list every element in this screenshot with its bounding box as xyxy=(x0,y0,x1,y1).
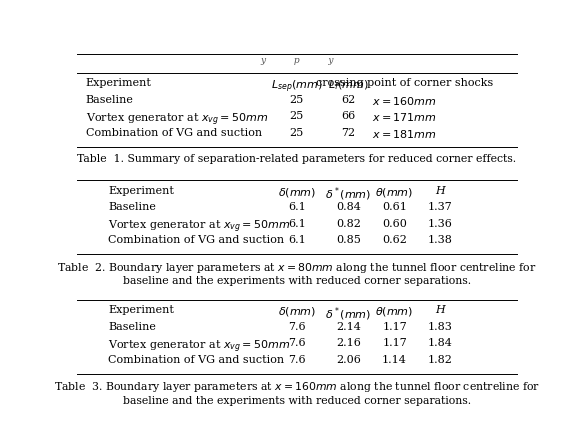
Text: 0.61: 0.61 xyxy=(382,202,407,212)
Text: 6.1: 6.1 xyxy=(288,202,306,212)
Text: 2.16: 2.16 xyxy=(336,338,361,348)
Text: $L_f(mm)$: $L_f(mm)$ xyxy=(328,78,369,92)
Text: 6.1: 6.1 xyxy=(288,218,306,229)
Text: H: H xyxy=(435,305,445,316)
Text: 1.38: 1.38 xyxy=(428,235,453,245)
Text: 0.82: 0.82 xyxy=(336,218,361,229)
Text: $x = 160mm$: $x = 160mm$ xyxy=(372,95,437,107)
Text: crossing point of corner shocks: crossing point of corner shocks xyxy=(316,78,493,88)
Text: $L_{sep}(mm)$: $L_{sep}(mm)$ xyxy=(271,78,323,95)
Text: 66: 66 xyxy=(341,111,356,121)
Text: $\delta(mm)$: $\delta(mm)$ xyxy=(277,186,316,198)
Text: Vortex generator at $x_{vg} = 50mm$: Vortex generator at $x_{vg} = 50mm$ xyxy=(108,218,291,235)
Text: 7.6: 7.6 xyxy=(288,322,306,332)
Text: Combination of VG and suction: Combination of VG and suction xyxy=(86,128,262,138)
Text: $\theta(mm)$: $\theta(mm)$ xyxy=(375,186,413,198)
Text: H: H xyxy=(435,186,445,196)
Text: 6.1: 6.1 xyxy=(288,235,306,245)
Text: Table  3. Boundary layer parameters at $x = 160mm$ along the tunnel floor centre: Table 3. Boundary layer parameters at $x… xyxy=(54,381,540,395)
Text: Vortex generator at $x_{vg} = 50mm$: Vortex generator at $x_{vg} = 50mm$ xyxy=(108,338,291,355)
Text: Combination of VG and suction: Combination of VG and suction xyxy=(108,235,284,245)
Text: Experiment: Experiment xyxy=(108,186,174,196)
Text: 0.60: 0.60 xyxy=(382,218,407,229)
Text: Baseline: Baseline xyxy=(108,322,156,332)
Text: baseline and the experiments with reduced corner separations.: baseline and the experiments with reduce… xyxy=(123,395,471,406)
Text: 0.85: 0.85 xyxy=(336,235,361,245)
Text: 1.17: 1.17 xyxy=(382,322,407,332)
Text: 1.17: 1.17 xyxy=(382,338,407,348)
Text: 25: 25 xyxy=(290,128,304,138)
Text: Vortex generator at $x_{vg} = 50mm$: Vortex generator at $x_{vg} = 50mm$ xyxy=(86,111,268,128)
Text: $x = 171mm$: $x = 171mm$ xyxy=(372,111,437,123)
Text: 7.6: 7.6 xyxy=(288,338,306,348)
Text: 25: 25 xyxy=(290,95,304,105)
Text: 1.84: 1.84 xyxy=(428,338,453,348)
Text: 1.82: 1.82 xyxy=(428,355,453,365)
Text: 2.14: 2.14 xyxy=(336,322,361,332)
Text: Baseline: Baseline xyxy=(108,202,156,212)
Text: $\delta^*(mm)$: $\delta^*(mm)$ xyxy=(325,305,372,323)
Text: Baseline: Baseline xyxy=(86,95,134,105)
Text: $\delta(mm)$: $\delta(mm)$ xyxy=(277,305,316,319)
Text: Table  2. Boundary layer parameters at $x = 80mm$ along the tunnel floor centrel: Table 2. Boundary layer parameters at $x… xyxy=(57,260,536,274)
Text: Experiment: Experiment xyxy=(108,305,174,316)
Text: y          p          y: y p y xyxy=(260,56,334,65)
Text: 25: 25 xyxy=(290,111,304,121)
Text: 62: 62 xyxy=(341,95,356,105)
Text: 1.37: 1.37 xyxy=(428,202,453,212)
Text: baseline and the experiments with reduced corner separations.: baseline and the experiments with reduce… xyxy=(123,276,471,286)
Text: $\theta(mm)$: $\theta(mm)$ xyxy=(375,305,413,319)
Text: Experiment: Experiment xyxy=(86,78,152,88)
Text: 1.14: 1.14 xyxy=(382,355,407,365)
Text: 0.62: 0.62 xyxy=(382,235,407,245)
Text: Table  1. Summary of separation-related parameters for reduced corner effects.: Table 1. Summary of separation-related p… xyxy=(77,154,516,164)
Text: 2.06: 2.06 xyxy=(336,355,361,365)
Text: 1.83: 1.83 xyxy=(428,322,453,332)
Text: 7.6: 7.6 xyxy=(288,355,306,365)
Text: 72: 72 xyxy=(341,128,356,138)
Text: Combination of VG and suction: Combination of VG and suction xyxy=(108,355,284,365)
Text: $x = 181mm$: $x = 181mm$ xyxy=(372,128,437,140)
Text: 1.36: 1.36 xyxy=(428,218,453,229)
Text: 0.84: 0.84 xyxy=(336,202,361,212)
Text: $\delta^*(mm)$: $\delta^*(mm)$ xyxy=(325,186,372,203)
